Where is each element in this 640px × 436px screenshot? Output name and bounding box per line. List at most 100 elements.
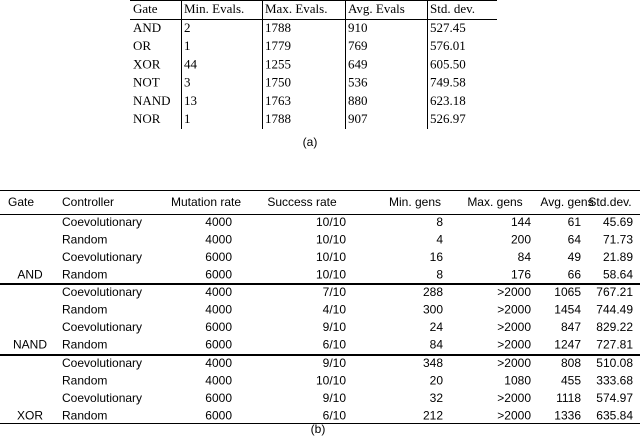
cell: Coevolutionary [62,356,142,370]
cell: 6000 [205,250,232,264]
cell: Random [62,303,107,317]
cell: 1080 [504,374,531,388]
cell: 64 [568,233,582,247]
cell: 24 [430,320,444,334]
gate-label: AND [17,268,43,282]
cell: 9/10 [323,356,347,370]
cell: 300 [423,303,443,317]
cell: 44 [184,56,198,71]
cell: 605.50 [430,56,466,71]
cell: 635.84 [596,409,633,423]
cell: 348 [423,356,443,370]
cell: AND [133,20,161,35]
cell: 4000 [205,374,232,388]
cell: 744.49 [596,303,633,317]
cell: 749.58 [430,75,466,90]
cell: 32 [430,391,444,405]
cell: 6/10 [323,409,347,423]
cell: 1 [184,111,191,126]
cell: 4000 [205,215,232,229]
cell: 4000 [205,233,232,247]
cell: 10/10 [316,250,346,264]
cell: 8 [436,215,443,229]
cell: 847 [561,320,581,334]
cell: 808 [561,356,581,370]
cell: 649 [348,56,368,71]
cell: Coevolutionary [62,391,142,405]
cell: NOR [133,111,161,126]
cell: 6000 [205,268,232,282]
cell: 9/10 [323,391,347,405]
cell: 1788 [265,20,291,35]
header-cell: Min. Evals. [184,1,244,16]
cell: 3 [184,75,191,90]
header-cell: Success rate [267,195,337,209]
cell: 10/10 [316,374,346,388]
cell: 1336 [554,409,581,423]
cell: 61 [568,215,582,229]
cell: 576.01 [430,38,466,53]
cell: 880 [348,93,368,108]
cell: >2000 [497,409,531,423]
cell: 7/10 [323,285,347,299]
cell: 1779 [265,38,291,53]
cell: 333.68 [596,374,633,388]
cell: >2000 [497,285,531,299]
cell: 1065 [554,285,581,299]
cell: 1 [184,38,191,53]
cell: 829.22 [596,320,633,334]
cell: 200 [511,233,531,247]
cell: OR [133,38,151,53]
cell: 574.97 [596,391,633,405]
cell: 623.18 [430,93,466,108]
header-cell: Avg. Evals [348,1,405,16]
cell: 455 [561,374,581,388]
cell: 4 [436,233,443,247]
cell: 45.69 [603,215,633,229]
cell: NOT [133,75,160,90]
cell: 769 [348,38,368,53]
caption: (b) [311,422,326,436]
cell: 4/10 [323,303,347,317]
cell: 6000 [205,320,232,334]
header-cell: Std. dev. [430,1,475,16]
cell: 1255 [265,56,291,71]
cell: 4000 [205,356,232,370]
header-cell: Std.dev. [588,195,631,209]
cell: Coevolutionary [62,320,142,334]
cell: Random [62,233,107,247]
cell: 10/10 [316,215,346,229]
cell: 212 [423,409,443,423]
header-cell: Max. Evals. [265,1,327,16]
header-cell: Gate [8,195,34,209]
cell: 4000 [205,303,232,317]
cell: 1247 [554,338,581,352]
cell: 20 [430,374,444,388]
cell: XOR [133,56,161,71]
header-cell: Gate [133,1,158,16]
cell: 526.97 [430,111,466,126]
cell: 176 [511,268,531,282]
cell: 1788 [265,111,291,126]
cell: 1118 [556,391,581,405]
cell: 13 [184,93,197,108]
cell: 907 [348,111,368,126]
cell: 288 [423,285,443,299]
cell: 21.89 [603,250,633,264]
cell: 6/10 [323,338,347,352]
cell: 10/10 [316,233,346,247]
cell: 510.08 [596,356,633,370]
cell: Random [62,409,107,423]
cell: 1750 [265,75,291,90]
cell: 58.64 [603,268,633,282]
cell: 16 [430,250,444,264]
table-a [130,0,497,129]
cell: 10/10 [316,268,346,282]
cell: 6000 [205,409,232,423]
cell: >2000 [497,391,531,405]
gate-label: XOR [17,409,43,423]
cell: >2000 [497,303,531,317]
cell: 910 [348,20,368,35]
cell: Random [62,374,107,388]
